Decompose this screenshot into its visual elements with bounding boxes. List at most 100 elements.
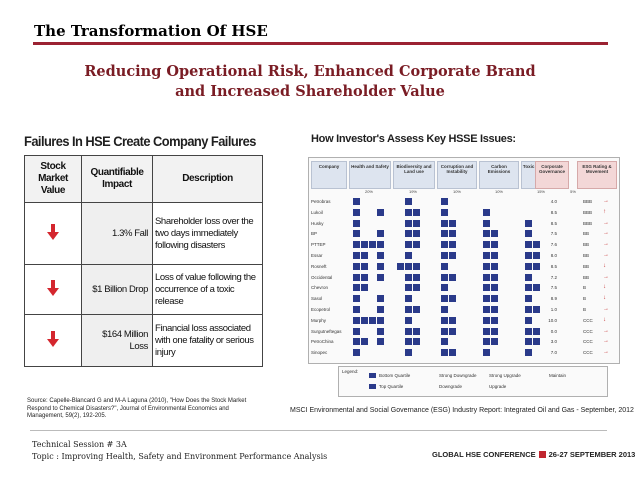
quartile-square [441, 219, 448, 227]
quartile-square [413, 230, 420, 238]
company-name: Sasol [311, 296, 323, 302]
quartile-square [525, 306, 532, 313]
quartile-square [525, 327, 532, 335]
quartile-square [377, 327, 384, 335]
esg-rating: BB [583, 274, 590, 280]
rating-movement-icon: → [603, 198, 609, 204]
quartile-square [405, 273, 412, 281]
quartile-square [525, 316, 532, 324]
quartile-square [353, 284, 360, 292]
rating-movement-icon: → [603, 327, 609, 334]
matrix-weight: 5% [570, 189, 576, 194]
matrix-legend: Legend: Bottom Quartile Top Quartile Strong… [338, 366, 608, 397]
legend-item: Upgrade [489, 384, 507, 389]
quartile-square [405, 284, 412, 292]
quartile-square [361, 284, 368, 292]
quartile-square [533, 327, 540, 335]
quartile-square [413, 306, 420, 313]
quartile-square [405, 295, 412, 303]
company-name: Husky [311, 220, 324, 226]
quartile-square [525, 284, 532, 292]
governance-score: 7.2 [550, 274, 557, 280]
quartile-square [441, 316, 448, 324]
stock-cell [24, 264, 82, 315]
company-name: Essar [311, 253, 323, 258]
quartile-square [483, 273, 490, 281]
esg-rating: BB [583, 231, 590, 237]
legend-swatch [369, 373, 376, 378]
quartile-square [533, 338, 540, 346]
quartile-square [525, 262, 532, 270]
quartile-square [353, 306, 360, 313]
quartile-square [377, 295, 384, 303]
quartile-square [361, 252, 368, 259]
quartile-square [483, 219, 490, 227]
rating-movement-icon: → [603, 306, 609, 312]
source-citation: Source: Capelle-Blancard G and M-A Lagun… [27, 398, 247, 419]
failures-heading: Failures In HSE Create Company Failures [24, 133, 256, 149]
table-row: Surgutneftegas 0.0 CCC → [311, 327, 617, 337]
conference-logo-icon [538, 451, 546, 458]
governance-score: 8.5 [550, 220, 557, 226]
company-name: Ecopetrol [311, 307, 331, 312]
quartile-square [361, 273, 368, 281]
esg-rating: BB [583, 242, 590, 248]
quartile-square [377, 241, 384, 249]
quartile-square [413, 262, 420, 270]
quartile-square [353, 338, 360, 346]
table-row: Sinopec 7.0 CCC → [311, 349, 617, 358]
governance-score: 7.5 [550, 285, 557, 291]
quartile-square [353, 252, 360, 259]
legend-title: Legend: [342, 369, 359, 374]
footer-divider [30, 430, 607, 431]
esg-rating: BBB [583, 220, 593, 226]
quartile-square [405, 241, 412, 249]
matrix-col-header: Company [311, 161, 347, 189]
table-row: Chevron 7.5 B ↓ [311, 284, 617, 293]
col-stock-market-value: Stock Market Value [24, 155, 82, 203]
quartile-square [441, 252, 448, 259]
quartile-square [483, 295, 490, 303]
quartile-square [491, 295, 498, 303]
esg-rating: CCC [583, 317, 593, 323]
quartile-square [441, 208, 448, 216]
table-row: Lukoil 8.5 BBB ↑ [311, 208, 617, 218]
company-name: BP [311, 231, 318, 237]
quartile-square [491, 338, 498, 346]
quartile-square [525, 230, 532, 238]
company-name: Murphy [311, 317, 327, 323]
quartile-square [491, 284, 498, 292]
quartile-square [525, 338, 532, 346]
quartile-square [525, 295, 532, 303]
governance-score: 7.0 [550, 350, 557, 356]
rating-movement-icon: → [603, 230, 609, 237]
esg-rating: BBB [583, 199, 593, 204]
matrix-weight: 19% [408, 189, 417, 194]
table-row: PTTEP 7.6 BB → [311, 241, 617, 250]
matrix-col-header: Corporate Governance [535, 161, 569, 189]
quartile-square [413, 338, 420, 346]
legend-swatch [369, 384, 376, 389]
quartile-square [377, 252, 384, 259]
quartile-square [483, 316, 490, 324]
matrix-col-header: Carbon Emissions [479, 161, 519, 189]
rating-movement-icon: ↓ [603, 295, 606, 302]
rating-movement-icon: ↓ [603, 284, 606, 291]
matrix-weight: 15% [536, 189, 545, 194]
matrix-weight: 20% [364, 189, 373, 194]
description-cell: Loss of value following the occurrence o… [152, 264, 263, 315]
quartile-square [483, 327, 490, 335]
quartile-square [441, 338, 448, 346]
rating-movement-icon: → [603, 252, 609, 258]
governance-score: 3.0 [550, 339, 557, 345]
quartile-square [483, 306, 490, 313]
quartile-square [405, 230, 412, 238]
esg-rating: BB [583, 263, 590, 269]
esg-matrix: Company Health and Safety Biodiversity and… [308, 157, 620, 364]
quartile-square [353, 230, 360, 238]
quartile-square [449, 241, 456, 249]
company-name: Chevron [311, 285, 329, 291]
quartile-square [483, 252, 490, 259]
quartile-square [491, 241, 498, 249]
quartile-square [449, 295, 456, 303]
